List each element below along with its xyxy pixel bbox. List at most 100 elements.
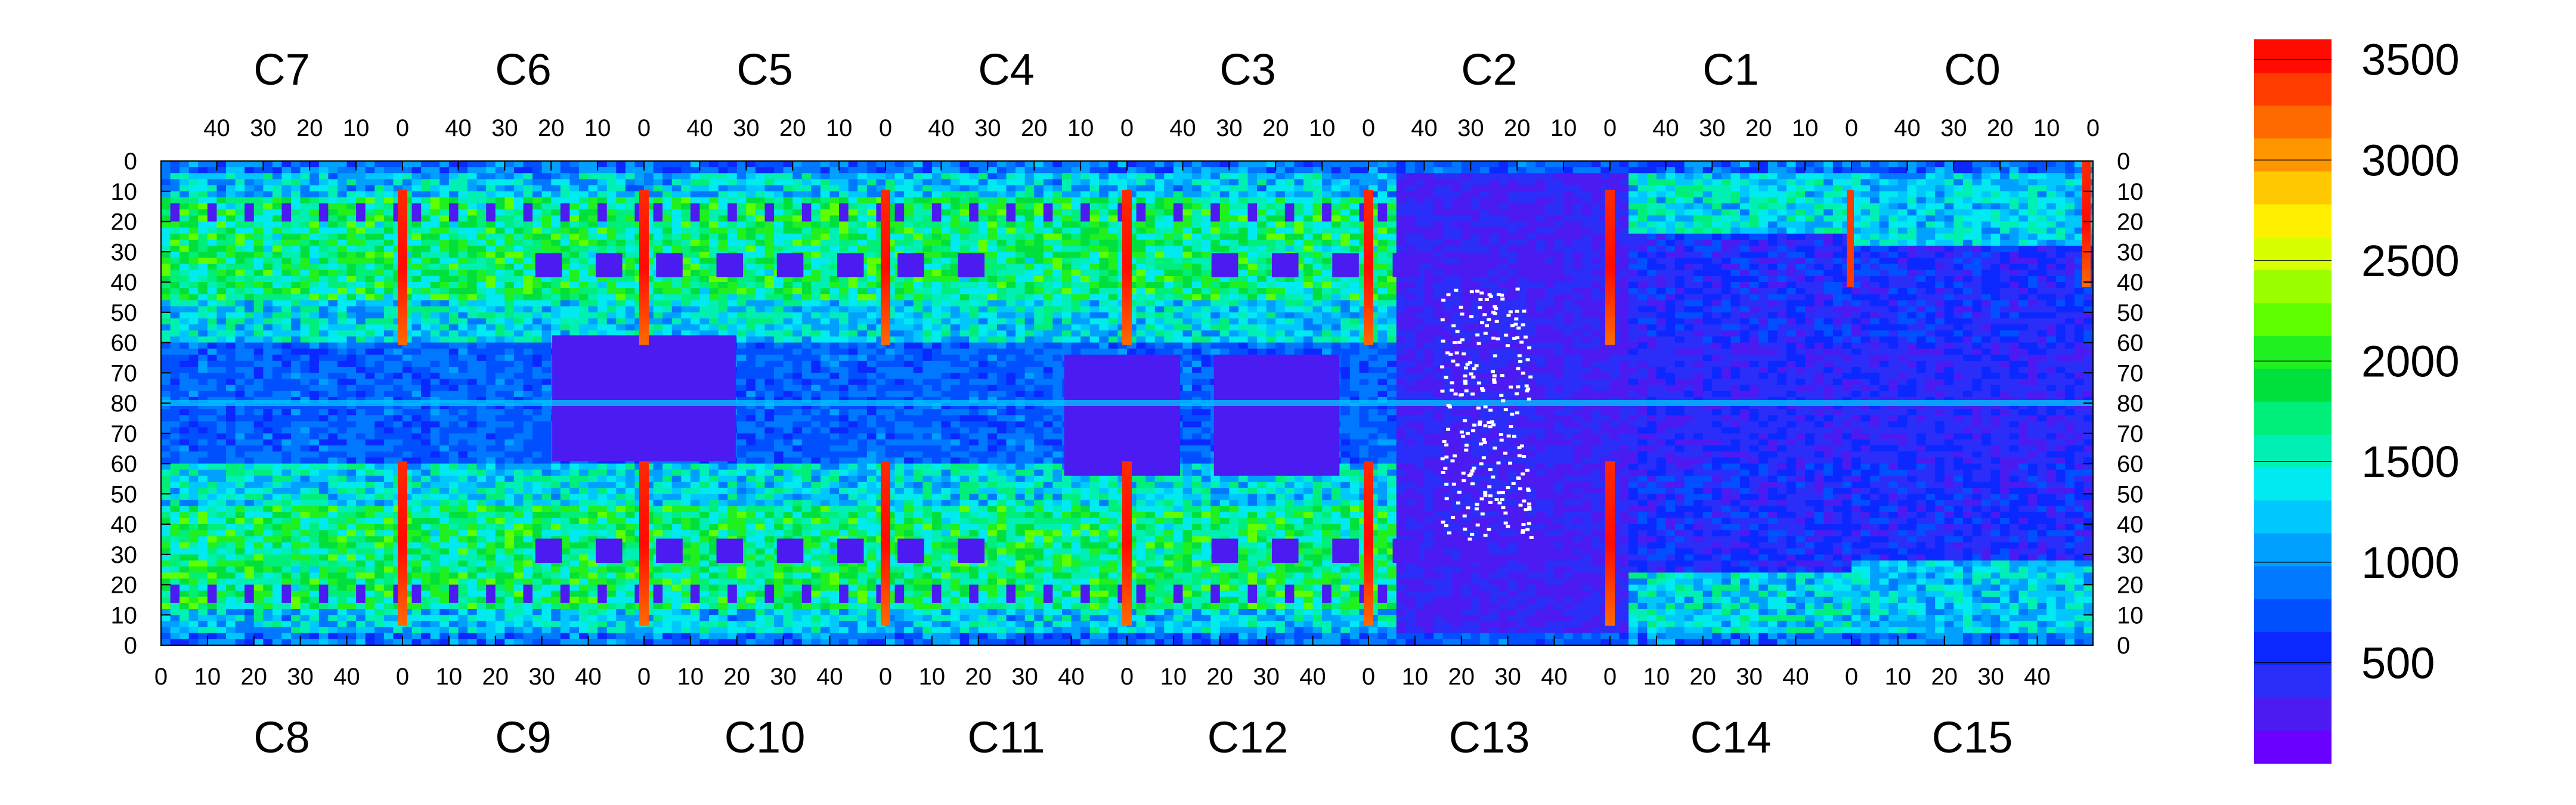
colorbar-segment <box>2254 171 2332 205</box>
bottom-x-tick-label: 10 <box>1402 664 1429 690</box>
chip-label-top: C0 <box>1944 45 2001 94</box>
hot-column-top <box>881 190 890 345</box>
top-x-tick-label: 30 <box>1940 115 1967 141</box>
bottom-x-tick-label: 10 <box>1160 664 1187 690</box>
top-x-tick-label: 0 <box>879 115 892 141</box>
colorbar-segment <box>2254 368 2332 402</box>
top-x-tick-label: 0 <box>1362 115 1375 141</box>
hot-column-top <box>398 190 407 345</box>
bottom-x-tick-label: 40 <box>1058 664 1085 690</box>
right-y-tick-label: 70 <box>2117 421 2144 447</box>
left-y-tick-label: 70 <box>111 421 138 447</box>
bottom-x-tick-label: 40 <box>575 664 602 690</box>
bottom-x-axis: 0 10 20 30 40 0 10 20 30 40 0 10 20 30 40 0 10 20 30 40 0 10 2… <box>154 636 2051 690</box>
top-x-tick-label: 30 <box>250 115 277 141</box>
top-x-tick-label: 20 <box>1987 115 2014 141</box>
chip-label-bottom: C10 <box>724 713 806 762</box>
hot-column-bottom <box>1364 461 1373 626</box>
colorbar-segment <box>2254 565 2332 599</box>
top-x-tick-label: 0 <box>1845 115 1858 141</box>
top-x-tick-label: 30 <box>974 115 1001 141</box>
top-x-tick-label: 30 <box>491 115 518 141</box>
colorbar-segment <box>2254 730 2332 764</box>
bottom-x-tick-label: 30 <box>770 664 797 690</box>
chip-label-top: C6 <box>495 45 552 94</box>
right-y-tick-label: 50 <box>2117 481 2144 507</box>
colorbar: 500 1000 1500 2000 2500 3000 3500 <box>2254 35 2460 764</box>
bottom-x-tick-label: 40 <box>1299 664 1326 690</box>
colorbar-segment <box>2254 631 2332 665</box>
right-y-tick-label: 20 <box>2117 209 2144 236</box>
left-y-tick-label: 30 <box>111 542 138 568</box>
colorbar-tick-label: 500 <box>2361 638 2435 688</box>
bottom-x-tick-label: 40 <box>2024 664 2051 690</box>
colorbar-segment <box>2254 434 2332 468</box>
top-x-tick-label: 0 <box>1120 115 1134 141</box>
left-y-tick-label: 70 <box>111 360 138 386</box>
chip-label-top: C3 <box>1219 45 1276 94</box>
colorbar-tick-label: 3500 <box>2361 35 2460 85</box>
colorbar-segment <box>2254 39 2332 73</box>
hot-column-top <box>639 190 649 345</box>
bottom-x-tick-label: 30 <box>1494 664 1521 690</box>
hot-column-top <box>1122 190 1132 345</box>
colorbar-segment <box>2254 532 2332 566</box>
left-y-tick-label: 50 <box>111 481 138 507</box>
right-y-tick-label: 0 <box>2117 633 2130 659</box>
right-y-tick-label: 10 <box>2117 179 2144 205</box>
chip-label-top: C5 <box>736 45 793 94</box>
colorbar-segment <box>2254 599 2332 633</box>
left-y-tick-label: 60 <box>111 330 138 357</box>
bottom-x-tick-label: 0 <box>1120 664 1134 690</box>
colorbar-segment <box>2254 237 2332 271</box>
right-y-tick-label: 10 <box>2117 602 2144 628</box>
left-y-tick-label: 80 <box>111 391 138 417</box>
top-x-tick-label: 20 <box>1262 115 1289 141</box>
right-y-tick-label: 60 <box>2117 451 2144 478</box>
bottom-x-tick-label: 30 <box>1977 664 2004 690</box>
top-x-axis: 40 30 20 10 0 40 30 20 10 0 40 30 20 10 0 40 30 20 10 0 40 30… <box>203 115 2100 171</box>
bottom-x-tick-label: 0 <box>1362 664 1375 690</box>
colorbar-segment <box>2254 270 2332 304</box>
bottom-x-tick-label: 40 <box>1782 664 1809 690</box>
bottom-x-tick-label: 40 <box>1541 664 1568 690</box>
left-y-tick-label: 0 <box>124 148 137 175</box>
left-y-tick-label: 10 <box>111 602 138 628</box>
bottom-x-tick-label: 30 <box>1736 664 1763 690</box>
bottom-x-tick-label: 20 <box>965 664 992 690</box>
hot-column-bottom <box>639 461 649 626</box>
colorbar-segment <box>2254 467 2332 501</box>
colorbar-segment <box>2254 138 2332 172</box>
bottom-chip-labels: C8 C9 C10 C11 C12 C13 C14 C15 <box>253 713 2012 762</box>
hot-column-bottom <box>1605 461 1615 626</box>
colorbar-segment <box>2254 664 2332 698</box>
right-y-tick-label: 40 <box>2117 512 2144 538</box>
bottom-x-tick-label: 30 <box>287 664 314 690</box>
top-x-tick-label: 20 <box>1504 115 1531 141</box>
top-x-tick-label: 20 <box>1021 115 1048 141</box>
top-x-tick-label: 10 <box>2033 115 2060 141</box>
colorbar-segment <box>2254 401 2332 435</box>
bottom-x-tick-label: 40 <box>816 664 843 690</box>
bottom-x-tick-label: 0 <box>1845 664 1858 690</box>
right-y-tick-label: 30 <box>2117 239 2144 265</box>
colorbar-tick-label: 1500 <box>2361 437 2460 487</box>
chip-label-top: C1 <box>1702 45 1759 94</box>
colorbar-tick-label: 2500 <box>2361 236 2460 286</box>
hot-column-top <box>1364 190 1373 345</box>
bottom-x-tick-label: 20 <box>1448 664 1475 690</box>
bottom-x-tick-label: 20 <box>724 664 751 690</box>
top-x-tick-label: 30 <box>1699 115 1726 141</box>
right-y-tick-label: 0 <box>2117 148 2130 175</box>
bottom-x-tick-label: 10 <box>436 664 463 690</box>
bottom-x-tick-label: 10 <box>1885 664 1912 690</box>
chip-label-top: C4 <box>978 45 1035 94</box>
top-x-tick-label: 20 <box>1745 115 1772 141</box>
top-x-tick-label: 10 <box>1067 115 1094 141</box>
bottom-x-tick-label: 10 <box>194 664 221 690</box>
bottom-x-tick-label: 30 <box>1253 664 1280 690</box>
left-y-tick-label: 50 <box>111 300 138 326</box>
bottom-x-tick-label: 30 <box>1011 664 1038 690</box>
left-y-tick-label: 20 <box>111 209 138 236</box>
bottom-x-tick-label: 20 <box>482 664 509 690</box>
